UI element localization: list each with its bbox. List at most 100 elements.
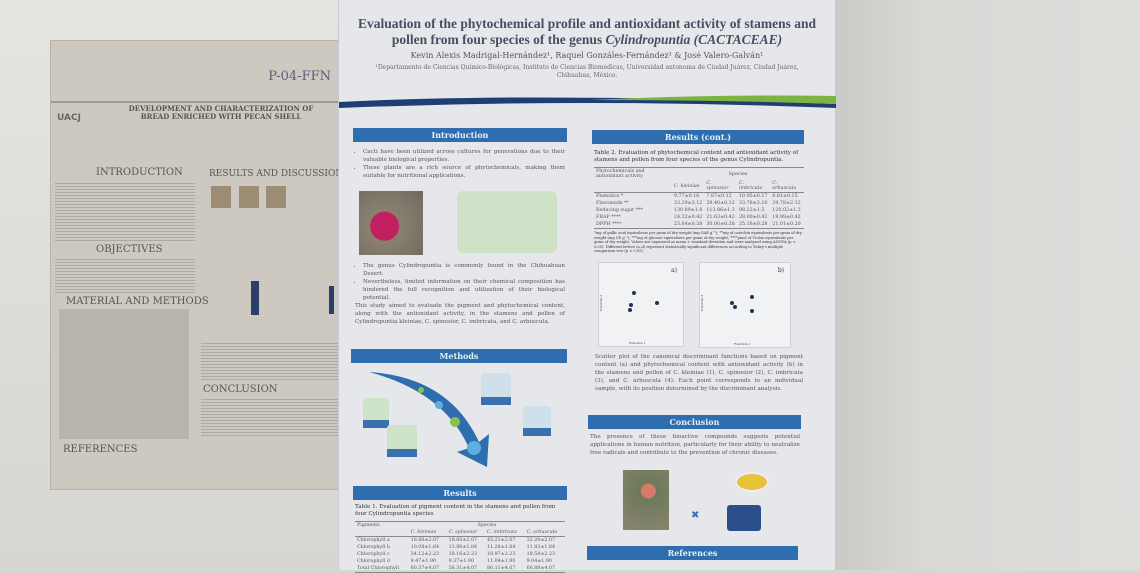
title-genus: Cylindropuntia (CACTACEAE) (605, 32, 783, 47)
table-cell: 19.54±2.23 (526, 552, 556, 557)
table-cell: 11.83±1.84 (526, 545, 556, 550)
table-cell: Chlorophyll b (357, 545, 390, 550)
table-cell: 45.21±2.07 (486, 538, 516, 543)
section-heading: MATERIAL AND METHODS (66, 296, 209, 307)
conclusion-heading: Conclusion (588, 415, 801, 429)
section-heading: CONCLUSION (203, 384, 278, 395)
header: Phytochemicals and antioxidant activity (594, 167, 672, 180)
scatter-plot-b: b) Function 1 Function 2 (699, 262, 791, 348)
poster-header: Evaluation of the phytochemical profile … (343, 16, 831, 80)
references-heading: References (587, 546, 798, 560)
plot-label: b) (777, 267, 784, 274)
table-cell: 34.12±2.23 (410, 552, 440, 557)
table-cell: 9.47±1.90 (410, 559, 437, 564)
header-wave (339, 95, 836, 108)
bread-image (239, 186, 259, 208)
table-cell: 9.04±1.90 (526, 559, 552, 564)
data-point (655, 301, 659, 305)
table-cell: Flavonoids ** (596, 201, 629, 206)
cactus-photo (623, 470, 669, 530)
section-heading: REFERENCES (63, 444, 138, 455)
bar-chart (251, 281, 259, 315)
plot-caption: Scatter plot of the canonical discrimina… (595, 354, 803, 392)
x-axis-label: Function 1 (629, 341, 646, 345)
table-cell: 24.32±0.42 (673, 215, 703, 220)
table-row: Phenolics * 9.77±0.16 7.87±0.12 10.95±0.17 8… (594, 193, 804, 201)
table-cell: 18.60±2.07 (448, 538, 478, 543)
header: Species (408, 521, 565, 529)
table-cell: 11.04±1.90 (486, 559, 516, 564)
methods-arrow (369, 372, 489, 467)
method-step (363, 398, 389, 428)
col: C. arbuscula (524, 529, 565, 537)
scatter-plot-a: a) Function 1 Function 2 (598, 262, 684, 347)
table-cell: 130.89±1.8 (673, 208, 703, 213)
table-caption: Table 2. Evaluation of phytochemical con… (594, 150, 799, 163)
left-poster-title: DEVELOPMENT AND CHARACTERIZATION OF BREA… (128, 104, 314, 121)
cactus-flower-photo (359, 191, 423, 255)
data-point (730, 301, 734, 305)
table-cell: Chlorophyll c (357, 552, 390, 557)
text-block (55, 257, 195, 293)
table-cell: 29.40±0.12 (706, 201, 735, 206)
col: C. arbuscula (770, 180, 804, 193)
results-heading: Results (353, 486, 567, 500)
bar-chart (329, 286, 334, 314)
method-step (387, 425, 417, 457)
introduction-heading: Introduction (353, 128, 567, 142)
poster-code: P-04-FFN (268, 69, 331, 84)
table-cell: 10.95±0.17 (738, 194, 768, 199)
methods-figure (59, 309, 189, 439)
bullet: Cacti have been utilized across cultures… (363, 148, 565, 164)
section-heading: RESULTS AND DISCUSSION (209, 169, 344, 179)
table-cell: Phenolics * (596, 194, 624, 199)
table-cell: Reducing sugar *** (596, 208, 644, 213)
y-axis-label: Function 2 (599, 294, 604, 312)
table-cell: 21.63±0.42 (706, 215, 735, 220)
title-text: Evaluation of the phytochemical profile … (357, 16, 817, 47)
table-cell: 66.88±4.07 (524, 565, 565, 573)
table-cell: 33.78±3.10 (738, 201, 768, 206)
results-cont-heading: Results (cont.) (592, 130, 804, 144)
col: C. imbricata (736, 180, 771, 193)
data-point (750, 295, 754, 299)
table-row: Chlorophyll c 34.12±2.23 18.16±2.23 18.97±2… (355, 551, 565, 558)
table-caption: Table 1. Evaluation of pigment content i… (355, 504, 556, 517)
uacj-logo: UACJ (57, 113, 81, 123)
table-cell: 18.86±2.07 (410, 538, 440, 543)
table-cell: 32.29±2.07 (526, 538, 556, 543)
table-row: Flavonoids ** 33.29±3.12 29.40±0.12 33.78±3… (594, 200, 804, 207)
data-point (750, 309, 754, 313)
table-cell: 25.18±0.28 (736, 221, 771, 229)
table-cell: 58.31±4.07 (446, 565, 485, 573)
table-row: FRAP **** 24.32±0.42 21.63±0.42 28.00±0.42 1… (594, 214, 804, 221)
table-cell: DPPH **** (594, 221, 672, 229)
study-aim: This study aimed to evaluate the pigment… (355, 303, 565, 325)
table-cell: 18.16±2.23 (448, 552, 478, 557)
table-cell: 30.06±0.28 (704, 221, 737, 229)
table-cell: 39.78±2.12 (772, 201, 801, 206)
section-heading: INTRODUCTION (96, 167, 183, 178)
plot-label: a) (671, 267, 677, 274)
chemical-structures-image (457, 191, 557, 253)
table-cell: Total Chlorophyll (355, 565, 409, 573)
conclusion-text: The presence of these bioactive compound… (590, 434, 800, 456)
header: Pigments (355, 521, 409, 529)
x-axis-label: Function 1 (734, 342, 751, 346)
table-row: Chlorophyll a 18.86±2.07 18.60±2.07 45.21±2… (355, 537, 565, 545)
method-step (523, 406, 551, 436)
data-point (628, 308, 632, 312)
table-cell: FRAP **** (596, 215, 621, 220)
bullet: These plants are a rich source of phytoc… (363, 164, 565, 180)
header: Species (671, 167, 804, 180)
table-cell: 10.08±1.64 (410, 545, 440, 550)
bullet: The genus Cylindropuntia is commonly fou… (363, 262, 565, 278)
table-2: Table 2. Evaluation of phytochemical con… (594, 150, 804, 254)
table-cell: Chlorophyll d (357, 559, 390, 564)
wall-background-right (835, 0, 1140, 570)
table-cell: 60.37±4.07 (408, 565, 447, 573)
person-icon (727, 505, 761, 531)
poster-title: Evaluation of the phytochemical profile … (343, 16, 831, 48)
table-footnote: *mg of gallic acid equivalents per gram … (594, 231, 802, 253)
food-icon (735, 472, 769, 492)
